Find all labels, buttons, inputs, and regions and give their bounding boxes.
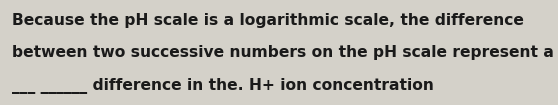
- Text: Because the pH scale is a logarithmic scale, the difference: Because the pH scale is a logarithmic sc…: [12, 14, 524, 28]
- Text: ___ ______ difference in the. H+ ion concentration: ___ ______ difference in the. H+ ion con…: [12, 78, 434, 94]
- Text: between two successive numbers on the pH scale represent a: between two successive numbers on the pH…: [12, 45, 554, 60]
